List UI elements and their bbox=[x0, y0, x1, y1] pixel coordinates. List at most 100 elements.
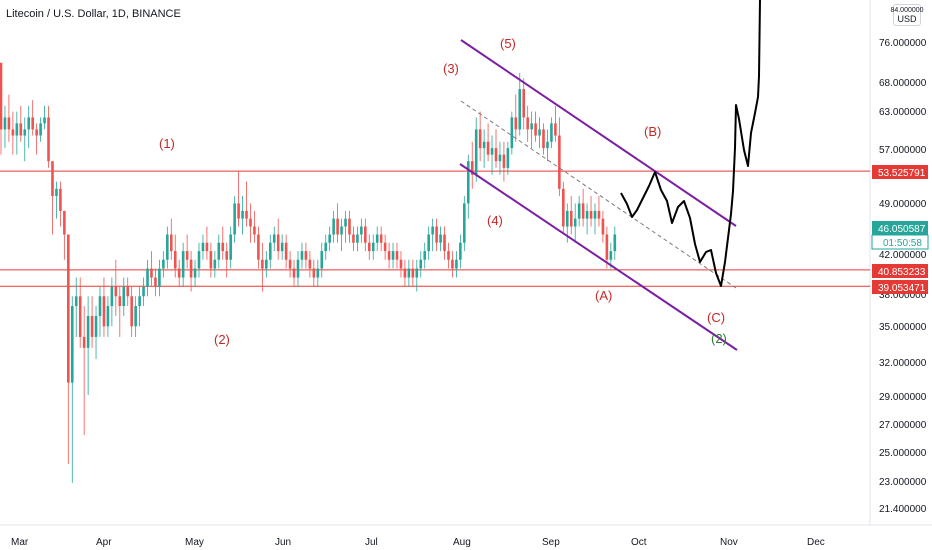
candle-body bbox=[276, 234, 280, 252]
candle-body bbox=[474, 129, 478, 175]
candle-body bbox=[27, 117, 31, 130]
candle-body bbox=[482, 141, 486, 149]
candle-body bbox=[399, 259, 403, 269]
countdown-tag: 01:50:58 bbox=[871, 234, 929, 250]
candle-body bbox=[11, 129, 15, 136]
y-tick-29: 29.000000 bbox=[879, 392, 927, 403]
candle-body bbox=[47, 117, 50, 162]
candle-body bbox=[466, 161, 470, 204]
y-tick-63: 63.000000 bbox=[879, 107, 927, 118]
candle-body bbox=[526, 117, 529, 130]
candle-body bbox=[51, 161, 54, 197]
candle-body bbox=[534, 123, 537, 136]
wave-label-2: (2) bbox=[214, 332, 230, 347]
candle-body bbox=[581, 203, 585, 219]
candle-body bbox=[530, 123, 533, 130]
wave-label-4: (4) bbox=[487, 213, 503, 228]
y-tick-23: 23.000000 bbox=[879, 477, 927, 488]
candle-body bbox=[292, 268, 296, 278]
candle-body bbox=[249, 218, 252, 227]
svg-text:40.853233: 40.853233 bbox=[878, 267, 926, 278]
candle-body bbox=[415, 268, 419, 278]
candle-body bbox=[502, 154, 506, 168]
y-tick-21-4: 21.400000 bbox=[879, 504, 927, 515]
candle-body bbox=[550, 123, 553, 142]
candle-body bbox=[455, 259, 458, 269]
candle-body bbox=[383, 242, 387, 252]
candle-body bbox=[82, 336, 86, 348]
candle-body bbox=[348, 218, 351, 235]
candle-body bbox=[304, 251, 308, 260]
symbol-title[interactable]: Litecoin / U.S. Dollar, 1D, BINANCE bbox=[6, 8, 181, 20]
candle-body bbox=[94, 316, 98, 337]
wave-label-5: (5) bbox=[500, 36, 516, 51]
candle-body bbox=[134, 306, 137, 327]
svg-text:46.050587: 46.050587 bbox=[878, 224, 926, 235]
candle-body bbox=[130, 296, 133, 327]
x-tick-apr: Apr bbox=[96, 537, 112, 548]
currency-label: USD bbox=[897, 14, 917, 24]
candle-body bbox=[296, 259, 300, 278]
wave-label-3: (3) bbox=[443, 61, 459, 76]
candle-body bbox=[470, 161, 474, 175]
candle-body bbox=[443, 234, 446, 252]
projection-path[interactable] bbox=[620, 0, 761, 287]
candle-body bbox=[245, 210, 248, 219]
candle-body bbox=[122, 286, 126, 307]
y-tick-68: 68.000000 bbox=[879, 78, 927, 89]
wave-label-2-target: (2) bbox=[711, 331, 727, 346]
candle-body bbox=[59, 188, 62, 211]
candle-body bbox=[320, 251, 324, 269]
svg-text:53.525791: 53.525791 bbox=[878, 168, 926, 179]
candle-body bbox=[201, 242, 205, 252]
candle-body bbox=[63, 210, 66, 235]
candle-body bbox=[451, 259, 454, 269]
candle-body bbox=[146, 268, 149, 287]
candle-body bbox=[316, 268, 320, 278]
candle-body bbox=[478, 129, 482, 149]
currency-button[interactable]: 84.000000 USD bbox=[890, 4, 924, 26]
candle-body bbox=[522, 89, 526, 118]
candle-body bbox=[569, 210, 573, 227]
candle-body bbox=[43, 117, 46, 124]
time-axis[interactable]: Mar Apr May Jun Jul Aug Sep Oct Nov Dec bbox=[11, 537, 825, 548]
candle-body bbox=[31, 117, 34, 130]
svg-text:01:50:58: 01:50:58 bbox=[883, 238, 922, 249]
candle-body bbox=[542, 129, 545, 149]
candle-body bbox=[272, 234, 276, 243]
candle-body bbox=[312, 268, 316, 278]
candle-body bbox=[280, 242, 284, 252]
x-tick-sep: Sep bbox=[542, 537, 560, 548]
candle-body bbox=[169, 234, 173, 252]
channel-upper-line[interactable] bbox=[460, 39, 737, 227]
x-tick-aug: Aug bbox=[453, 537, 471, 548]
candle-body bbox=[225, 251, 229, 260]
candle-body bbox=[546, 141, 549, 149]
candle-body bbox=[356, 234, 359, 243]
x-tick-nov: Nov bbox=[720, 537, 738, 548]
price-tag-39-0: 39.053471 bbox=[872, 280, 928, 294]
candle-body bbox=[98, 296, 102, 317]
candle-body bbox=[565, 210, 569, 227]
candle-body bbox=[332, 218, 335, 235]
channel-lower-line[interactable] bbox=[459, 163, 738, 351]
price-tag-53-5: 53.525791 bbox=[872, 165, 928, 179]
candle-body bbox=[510, 117, 514, 149]
candle-body bbox=[23, 129, 27, 136]
candle-body bbox=[15, 123, 19, 136]
candle-body bbox=[118, 296, 122, 307]
candle-body bbox=[395, 251, 399, 260]
candle-body bbox=[577, 203, 581, 219]
candle-body bbox=[364, 226, 367, 243]
candle-body bbox=[427, 234, 430, 252]
candle-body bbox=[300, 251, 304, 260]
candle-body bbox=[498, 154, 502, 162]
currency-top-value: 84.000000 bbox=[890, 7, 924, 14]
candle-body bbox=[74, 296, 78, 307]
candle-body bbox=[518, 89, 522, 130]
y-tick-25: 25.000000 bbox=[879, 448, 927, 459]
candle-body bbox=[205, 242, 209, 252]
price-axis[interactable]: 76.000000 68.000000 63.000000 57.000000 … bbox=[879, 38, 927, 515]
candle-body bbox=[403, 268, 407, 278]
